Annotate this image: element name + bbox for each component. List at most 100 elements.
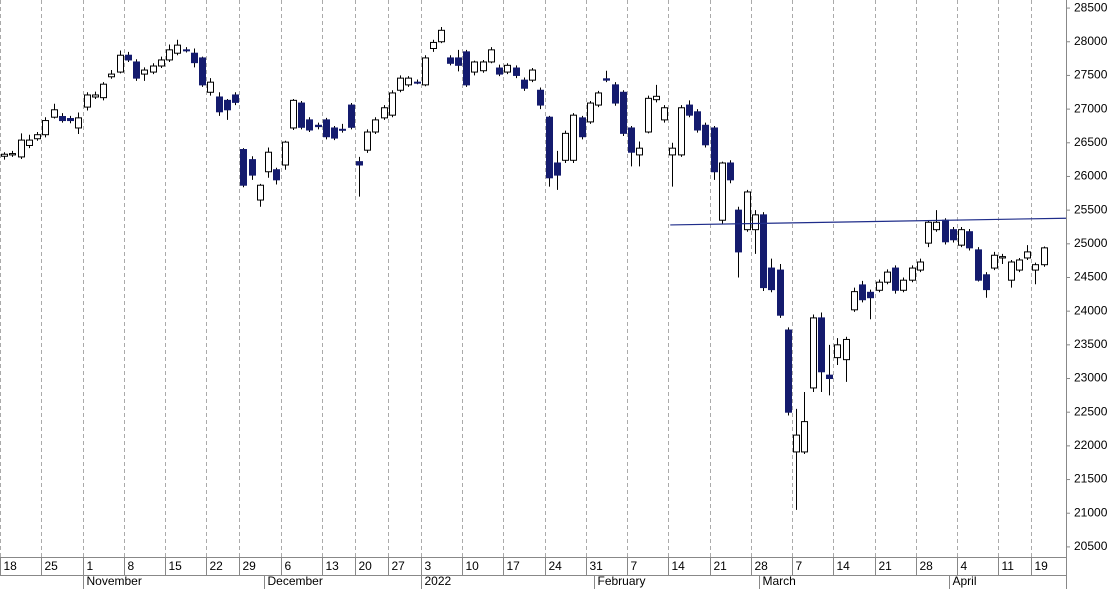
candle-body [859,284,866,301]
x-tick-label: 7 [631,559,638,573]
candle-body [801,421,808,453]
candle-body [793,434,800,453]
x-tick-label: 20 [359,559,373,573]
candle-body [678,107,685,156]
candle-body [529,69,536,81]
candle-body [909,267,916,281]
candle-body [59,116,66,122]
candle-body [51,109,58,118]
candle-body [133,61,140,79]
candle-body [546,116,553,179]
candle-body [521,79,528,89]
candle-body [636,147,643,156]
candle-body [339,128,346,131]
candle-body [744,191,751,231]
candle-body [290,99,297,129]
candle-body [207,81,214,93]
y-tick-label: 23000 [1074,371,1108,385]
x-tick-label: 31 [590,559,604,573]
candle-body [570,114,577,161]
candle-body [818,317,825,373]
candle-body [628,127,635,153]
candle-body [117,54,124,73]
candle-body [108,73,115,78]
candle-body [661,107,668,121]
candle-body [397,77,404,91]
month-label: March [763,574,796,588]
candle-body [735,209,742,253]
y-tick-label: 25000 [1074,236,1108,250]
candle-body [933,221,940,231]
candle-body [983,274,990,291]
candle-body [826,374,833,380]
candle-body [438,29,445,43]
candle-body [587,102,594,123]
x-tick-label: 25 [45,559,59,573]
x-tick-label: 7 [796,559,803,573]
y-tick-label: 23500 [1074,337,1108,351]
x-tick-label: 29 [243,559,257,573]
y-tick-label: 24000 [1074,303,1108,317]
candle-body [240,149,247,186]
candle-body [603,78,610,81]
x-tick-label: 10 [466,559,480,573]
candle-body [669,147,676,156]
y-tick-label: 27000 [1074,101,1108,115]
candle-body [414,81,421,84]
candle-body [900,279,907,291]
month-label: February [598,574,646,588]
y-tick-label: 27500 [1074,68,1108,82]
x-tick-label: 28 [920,559,934,573]
y-tick-label: 28500 [1074,0,1108,14]
candle-body [125,54,132,61]
candle-body [876,281,883,291]
candle-body [331,127,338,139]
x-tick-label: 28 [755,559,769,573]
candle-body [975,249,982,281]
candle-body [686,104,693,116]
candle-body [1008,261,1015,281]
candle-body [100,83,107,99]
y-tick-label: 26500 [1074,135,1108,149]
candle-body [249,159,256,176]
x-tick-label: 21 [714,559,728,573]
y-tick-label: 20500 [1074,539,1108,553]
candle-body [447,57,454,64]
x-tick-label: 15 [169,559,183,573]
candle-body [282,141,289,166]
x-tick-label: 1 [87,559,94,573]
candle-body [768,267,775,291]
candle-body [760,214,767,289]
candle-body [645,97,652,133]
candle-body [191,52,198,64]
candle-body [422,57,429,86]
candle-body [216,96,223,113]
candle-body [9,153,16,156]
candle-body [752,214,759,231]
candle-body [711,127,718,173]
candle-body [372,119,379,133]
candle-body [991,254,998,269]
x-tick-label: 3 [425,559,432,573]
month-label: November [87,574,142,588]
candle-body [579,117,586,138]
x-tick-label: 18 [4,559,18,573]
month-label: December [268,574,323,588]
candle-body [67,118,74,122]
candle-body [694,111,701,131]
candle-body [702,124,709,146]
month-label: 2022 [425,574,452,588]
x-tick-label: 22 [210,559,224,573]
candle-body [562,132,569,161]
x-tick-label: 14 [672,559,686,573]
x-tick-label: 24 [549,559,563,573]
candle-body [224,99,231,111]
candle-body [199,57,206,86]
candle-body [26,139,33,146]
y-tick-label: 28000 [1074,34,1108,48]
candle-body [504,64,511,73]
x-tick-label: 11 [1002,559,1015,573]
month-label: April [953,574,977,588]
candle-body [166,49,173,61]
candle-body [488,49,495,63]
